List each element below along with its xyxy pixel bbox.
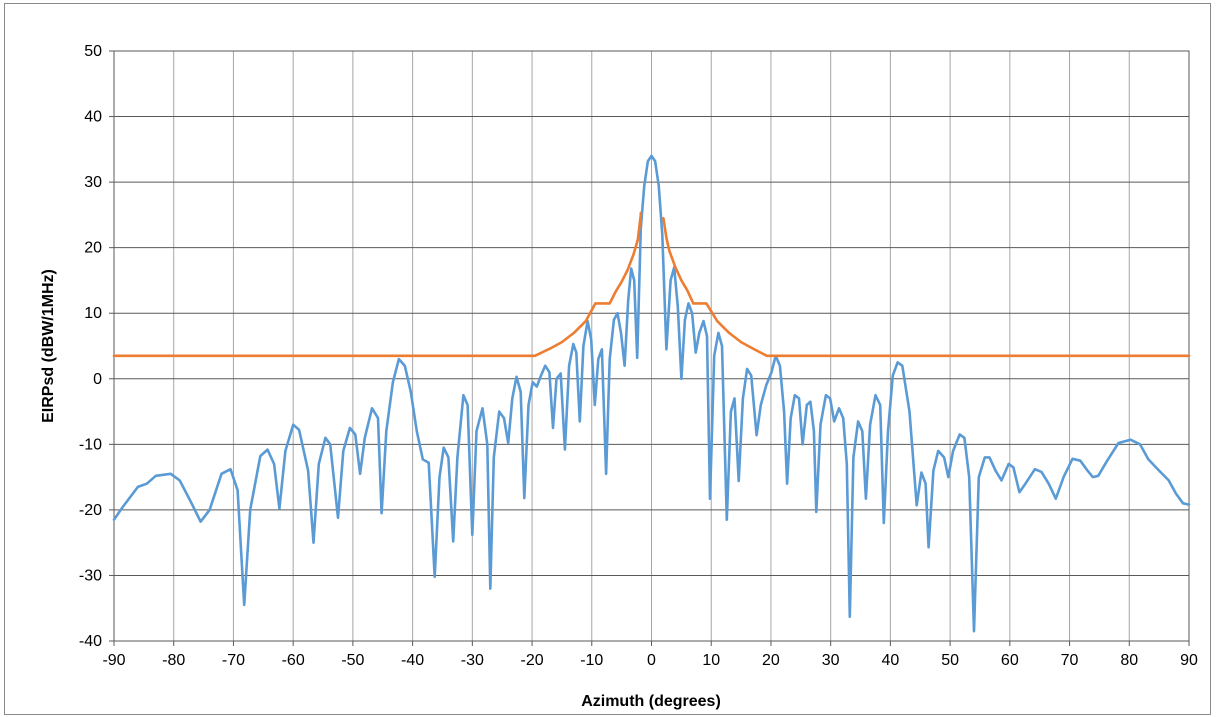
x-tick-label: 70 [1061, 652, 1079, 669]
eirp-mask-line [112, 211, 643, 358]
series-layer [112, 154, 1191, 633]
y-tick-label: 20 [84, 240, 102, 257]
y-tick-label: -30 [79, 567, 102, 584]
x-tick-label: -60 [282, 652, 305, 669]
x-tick-label: 30 [822, 652, 840, 669]
x-tick-label: -70 [222, 652, 245, 669]
x-tick-label: 40 [881, 652, 899, 669]
x-tick-label: 80 [1120, 652, 1138, 669]
plot-area-border [113, 50, 1190, 642]
y-tick-label: -20 [79, 502, 102, 519]
x-tick-label: 20 [762, 652, 780, 669]
y-tick-label: 30 [84, 174, 102, 191]
x-tick-label: -50 [341, 652, 364, 669]
y-tick-label: 50 [84, 43, 102, 60]
grid-layer [109, 50, 1190, 646]
y-axis-title: EIRPsd (dBW/1MHz) [40, 269, 57, 423]
x-tick-label: -20 [520, 652, 543, 669]
x-tick-label: 90 [1180, 652, 1198, 669]
eirp-pattern-line [112, 154, 1191, 633]
x-tick-label: -80 [162, 652, 185, 669]
x-tick-label: 60 [1001, 652, 1019, 669]
y-tick-label: 0 [93, 371, 102, 388]
y-tick-label: -40 [79, 633, 102, 650]
y-tick-label: 10 [84, 305, 102, 322]
x-axis-title: Azimuth (degrees) [581, 693, 721, 710]
x-tick-label: -10 [580, 652, 603, 669]
y-tick-label: 40 [84, 109, 102, 126]
x-tick-label: -40 [401, 652, 424, 669]
x-tick-label: -90 [102, 652, 125, 669]
x-tick-label: 10 [702, 652, 720, 669]
eirp-mask-line [662, 216, 1191, 358]
x-tick-label: 0 [647, 652, 656, 669]
tick-layer: -90 -80 -70 -60 -50 -40 -30 -20 -10 0 10 20 30 40 50 60… [79, 43, 1198, 669]
x-tick-label: -30 [461, 652, 484, 669]
x-tick-label: 50 [941, 652, 959, 669]
y-tick-label: -10 [79, 436, 102, 453]
